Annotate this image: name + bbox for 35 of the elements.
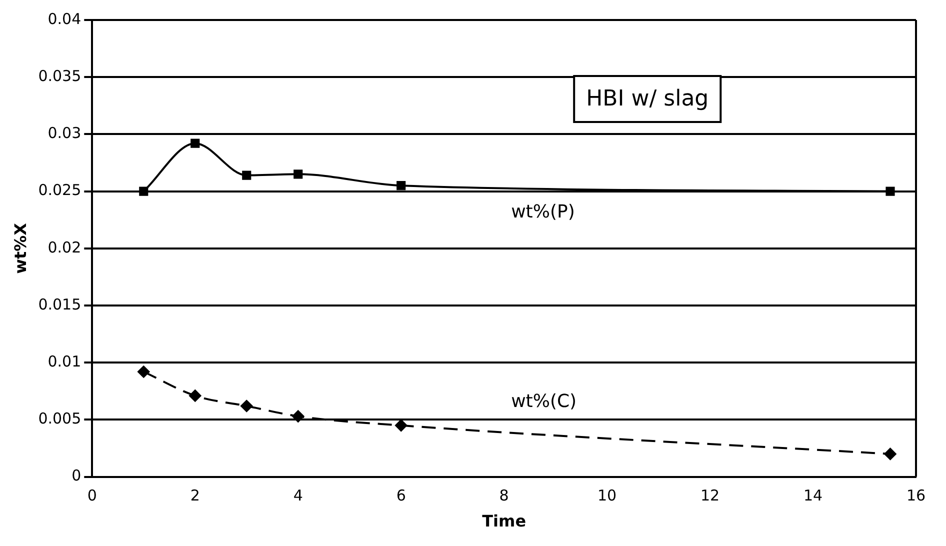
y-tick-label: 0.035 <box>38 66 82 85</box>
x-tick-label: 2 <box>190 486 200 505</box>
y-tick-label: 0.02 <box>48 238 82 256</box>
series-label: wt%(C) <box>511 391 577 412</box>
point <box>886 186 895 196</box>
series-label: wt%(P) <box>511 201 575 222</box>
point <box>884 448 896 460</box>
point <box>292 410 304 422</box>
x-axis-title: Time <box>482 512 526 531</box>
point <box>240 400 253 412</box>
x-tick-label: 16 <box>906 486 926 505</box>
point <box>242 170 252 180</box>
x-tick-label: 0 <box>87 486 97 505</box>
point <box>395 419 408 432</box>
text: HBI w/ slag <box>586 86 709 112</box>
y-axis-title: wt%X <box>10 222 30 274</box>
x-tick-label: 4 <box>293 486 303 505</box>
x-tick-label: 6 <box>396 486 406 505</box>
point <box>189 390 202 402</box>
point <box>139 186 148 196</box>
y-tick-label: 0.005 <box>38 410 82 428</box>
x-tick-label: 8 <box>499 486 509 505</box>
point <box>190 138 200 148</box>
point <box>138 366 150 378</box>
x-tick-label: 14 <box>803 486 823 505</box>
point <box>396 181 406 190</box>
y-tick-label: 0.015 <box>38 295 82 314</box>
y-tick-label: 0.03 <box>48 124 82 142</box>
x-tick-label: 12 <box>700 486 720 505</box>
point <box>294 170 303 179</box>
y-tick-label: 0.01 <box>48 352 82 370</box>
x-tick-label: 10 <box>598 486 617 505</box>
y-tick-label: 0.025 <box>38 181 82 200</box>
y-tick-label: 0 <box>72 466 82 485</box>
y-tick-label: 0.04 <box>48 10 82 28</box>
